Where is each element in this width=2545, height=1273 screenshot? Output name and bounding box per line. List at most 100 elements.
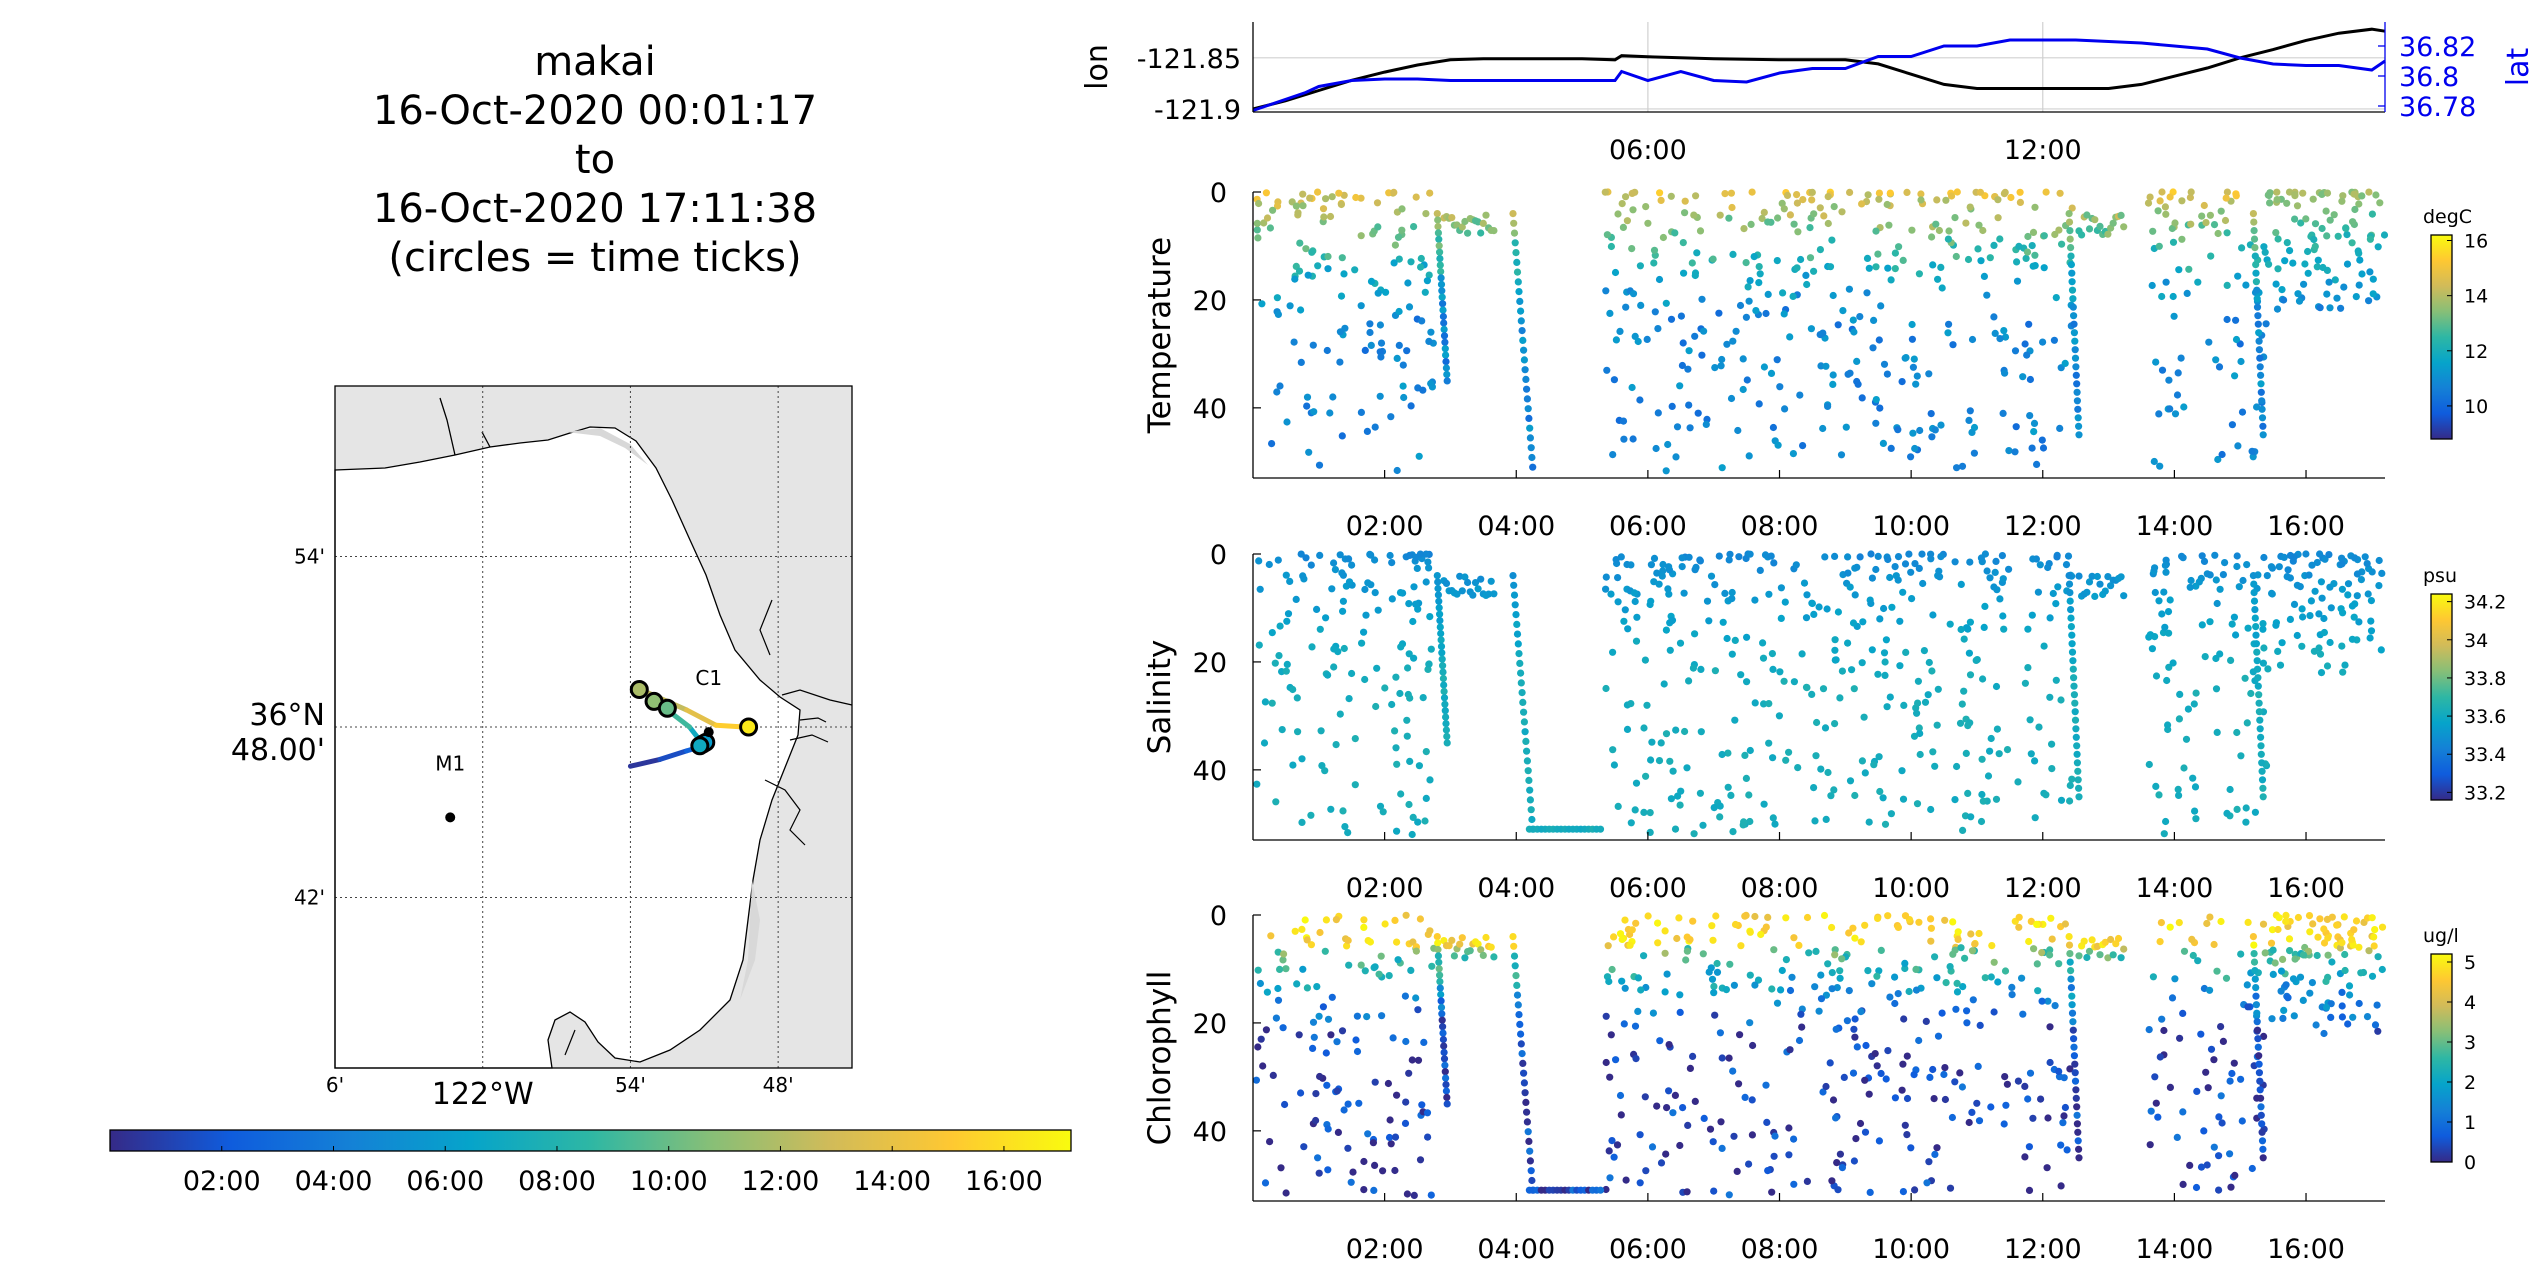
data-point [1435, 597, 1443, 605]
data-point [1770, 1152, 1778, 1160]
data-point [1636, 396, 1644, 404]
data-point [2202, 219, 2210, 227]
data-point [2066, 797, 2074, 805]
data-point [1968, 947, 1977, 955]
data-point [1275, 652, 1283, 660]
data-point [1868, 574, 1876, 582]
data-point [2291, 192, 2299, 200]
data-point [2025, 937, 2033, 946]
data-point [2355, 281, 2363, 289]
data-point [1783, 191, 1792, 199]
data-point [1765, 590, 1773, 598]
data-point [1659, 233, 1667, 242]
data-point [2256, 363, 2264, 371]
data-point [2316, 304, 2324, 312]
data-point [2075, 952, 2083, 960]
data-point [2308, 979, 2316, 987]
data-point [2024, 664, 2032, 672]
data-point [1442, 726, 1450, 734]
data-point [2025, 1186, 2034, 1194]
data-point [1808, 690, 1816, 699]
data-point [1622, 303, 1630, 311]
data-point [1659, 560, 1667, 569]
data-point [1819, 1088, 1827, 1096]
data-point [1991, 568, 1999, 577]
data-point [1844, 553, 1852, 561]
data-point [1389, 1034, 1397, 1042]
data-point [1910, 355, 1918, 363]
data-point [2060, 1074, 2068, 1082]
data-point [2325, 278, 2333, 286]
data-point [2259, 431, 2267, 439]
data-point [1426, 776, 1434, 784]
data-point [2338, 1002, 2346, 1010]
data-point [1978, 790, 1986, 799]
data-point [2261, 248, 2269, 256]
data-point [1833, 1159, 1841, 1167]
data-point [1743, 678, 1751, 686]
data-point [2274, 235, 2282, 243]
data-point [1894, 923, 1902, 932]
data-point [1440, 1055, 1449, 1063]
data-point [1646, 809, 1654, 817]
data-point [2050, 336, 2058, 344]
data-point [1274, 556, 1282, 564]
data-point [2158, 610, 2166, 618]
data-point [1742, 313, 1750, 321]
data-point [2070, 682, 2078, 690]
data-point [1401, 1119, 1410, 1127]
data-point [1765, 700, 1773, 708]
data-point [2065, 580, 2074, 588]
data-point [1785, 748, 1793, 756]
data-point [2161, 623, 2169, 631]
data-point [1849, 619, 1858, 627]
data-point [2067, 967, 2075, 975]
data-point [2274, 265, 2282, 273]
data-point [1490, 227, 1498, 235]
data-point [1292, 595, 1300, 604]
data-point [2078, 231, 2086, 239]
data-point [2059, 1119, 2067, 1127]
data-point [1351, 735, 1359, 743]
data-point [1964, 722, 1972, 730]
data-point [2252, 1001, 2260, 1009]
data-point [2067, 614, 2075, 622]
data-point [1395, 341, 1403, 349]
data-point [2286, 247, 2294, 255]
data-point [2228, 421, 2236, 429]
data-point [2070, 1043, 2078, 1051]
data-point [2238, 244, 2246, 252]
data-point [1743, 376, 1751, 384]
data-point [2003, 746, 2012, 754]
data-point [1730, 981, 1738, 989]
data-point [1728, 588, 1736, 597]
data-point [1647, 561, 1655, 569]
data-point [2038, 949, 2046, 957]
data-point [1799, 442, 1807, 450]
data-point [1843, 1017, 1851, 1025]
data-point [1363, 427, 1371, 435]
data-point [1675, 914, 1683, 922]
data-point [1618, 200, 1626, 208]
data-point [2367, 597, 2375, 605]
data-point [1458, 587, 1466, 595]
data-point [1376, 392, 1384, 400]
data-point [1347, 1178, 1355, 1186]
panel-x-tick-label: 08:00 [1741, 1234, 1819, 1265]
data-point [1764, 913, 1772, 922]
data-point [2070, 691, 2078, 699]
data-point [1780, 310, 1788, 318]
data-point [1263, 214, 1272, 222]
data-point [1527, 444, 1535, 452]
data-point [1795, 1036, 1804, 1045]
data-point [2180, 403, 2188, 411]
data-point [2265, 191, 2273, 200]
data-point [1616, 930, 1625, 938]
data-point [1628, 245, 1636, 253]
data-point [1514, 1001, 1522, 1009]
data-point [1664, 585, 1672, 593]
data-point [2309, 195, 2317, 203]
data-point [1374, 223, 1382, 231]
data-point [1916, 729, 1924, 738]
